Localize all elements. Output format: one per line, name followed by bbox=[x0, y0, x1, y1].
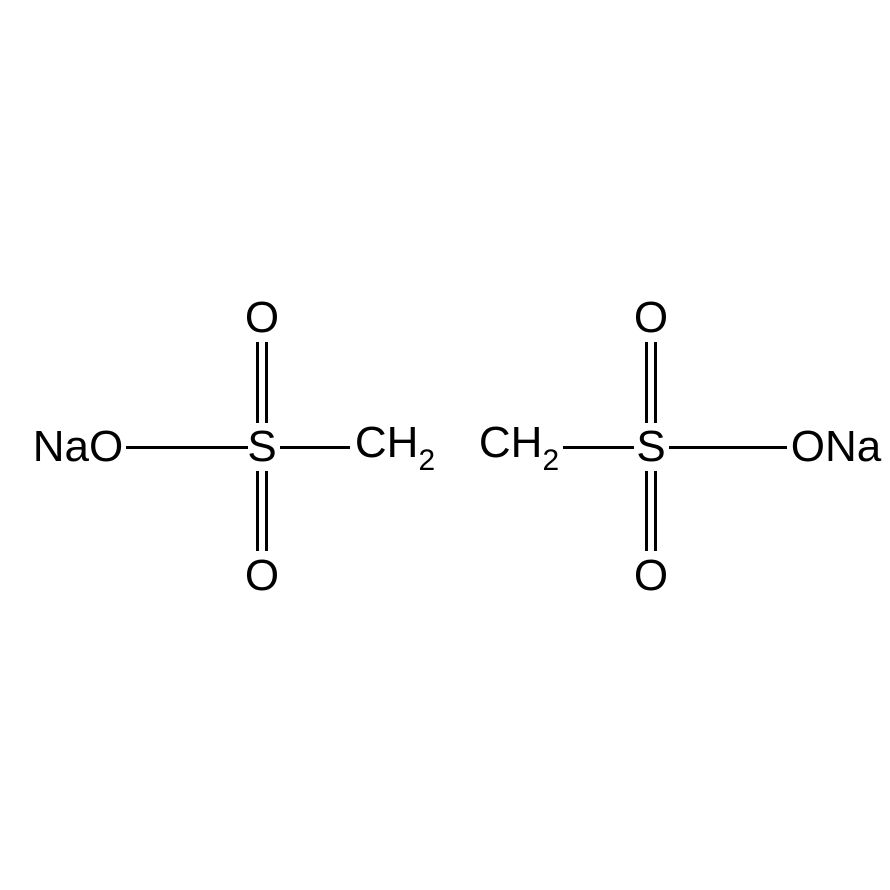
bond bbox=[280, 446, 350, 449]
atom-ONa_right: ONa bbox=[791, 425, 881, 469]
bond bbox=[256, 342, 259, 423]
bond bbox=[654, 471, 657, 551]
bond bbox=[563, 446, 634, 449]
atom-O_left_dn: O bbox=[245, 554, 279, 598]
molecule-canvas: NaO S O O CH2 CH2 S O O ONa bbox=[0, 0, 890, 890]
bond bbox=[645, 471, 648, 551]
atom-O_right_dn: O bbox=[634, 554, 668, 598]
atom-O_left_up: O bbox=[245, 296, 279, 340]
bond bbox=[669, 446, 787, 449]
atom-O_right_up: O bbox=[634, 296, 668, 340]
bond bbox=[265, 342, 268, 423]
atom-S_right: S bbox=[636, 425, 665, 469]
atom-CH2_right: CH2 bbox=[479, 421, 559, 473]
atom-S_left: S bbox=[247, 425, 276, 469]
bond bbox=[256, 471, 259, 551]
bond bbox=[645, 342, 648, 423]
atom-CH2_left: CH2 bbox=[355, 421, 435, 473]
bond bbox=[265, 471, 268, 551]
bond bbox=[126, 446, 248, 449]
bond bbox=[654, 342, 657, 423]
atom-NaO_left: NaO bbox=[33, 425, 123, 469]
